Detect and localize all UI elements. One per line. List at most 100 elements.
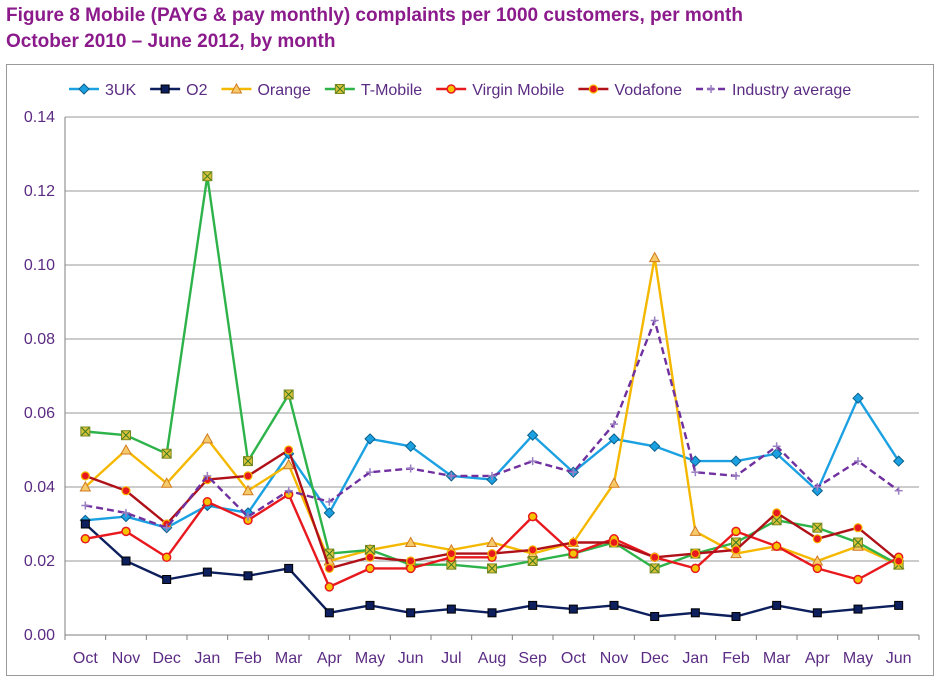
series-line-industry-average (85, 319, 900, 529)
y-tick-label: 0.08 (24, 331, 55, 348)
data-point-3uk (404, 440, 417, 453)
data-point-3uk (323, 507, 336, 519)
x-tick-label: Aug (478, 650, 506, 667)
data-point-virgin-mobile (324, 582, 335, 592)
data-point-vodafone (284, 445, 294, 455)
data-point-3uk (364, 433, 376, 445)
data-point-o2 (650, 612, 660, 621)
data-point-orange (689, 525, 702, 536)
data-point-virgin-mobile (80, 534, 91, 544)
data-point-o2 (487, 608, 497, 618)
legend-marker (334, 84, 345, 94)
data-point-virgin-mobile (690, 563, 701, 574)
legend-item-industry-average: Industry average (696, 82, 851, 99)
data-point-o2 (772, 600, 782, 610)
series-virgin-mobile (80, 489, 904, 592)
data-point-3uk (892, 455, 905, 467)
x-tick-label: Apr (805, 650, 831, 667)
legend-label: 3UK (105, 82, 136, 99)
figure-title-line-2: October 2010 – June 2012, by month (6, 31, 336, 52)
data-point-virgin-mobile (121, 526, 131, 537)
legend-marker (160, 84, 170, 94)
data-point-industry-average (366, 468, 374, 477)
x-tick-label: Dec (640, 650, 668, 667)
data-point-industry-average (894, 486, 903, 495)
data-point-virgin-mobile (527, 511, 538, 522)
x-tick-label: Sep (518, 650, 547, 667)
data-point-industry-average (447, 471, 456, 480)
data-point-o2 (446, 604, 456, 614)
data-point-vodafone (446, 549, 456, 559)
data-point-vodafone (406, 556, 416, 566)
chart-frame: 0.00 0.02 0.04 0.06 0.08 0.10 0.12 0.14 Oct Nov De… (6, 64, 934, 676)
data-point-t-mobile (121, 430, 131, 441)
x-tick-label: Dec (152, 650, 180, 667)
x-tick-label: Feb (234, 650, 262, 667)
legend-label: Orange (257, 82, 310, 99)
data-point-virgin-mobile (731, 526, 741, 537)
figure-title-line-1: Figure 8 Mobile (PAYG & pay monthly) com… (6, 5, 743, 26)
data-point-o2 (853, 604, 863, 614)
legend-label: Virgin Mobile (472, 82, 564, 99)
y-tick-label: 0.00 (24, 627, 55, 644)
data-point-vodafone (80, 471, 90, 481)
data-point-t-mobile (649, 563, 660, 574)
x-tick-label: Jul (441, 650, 461, 667)
data-point-orange (608, 477, 620, 488)
y-tick-label: 0.06 (24, 405, 55, 422)
data-point-o2 (528, 600, 538, 610)
data-point-orange (160, 477, 173, 488)
data-point-industry-average (488, 471, 496, 480)
x-tick-label: Jun (398, 650, 424, 667)
legend-marker (588, 84, 599, 94)
data-point-vodafone (121, 486, 131, 496)
data-point-industry-average (813, 483, 822, 491)
y-tick-label: 0.10 (24, 257, 55, 274)
data-point-o2 (243, 571, 253, 581)
data-point-industry-average (162, 523, 171, 532)
data-point-industry-average (569, 468, 578, 477)
legend-marker (446, 84, 456, 94)
legend-marker (230, 82, 243, 94)
x-tick-label: Nov (112, 650, 140, 667)
legend-item-orange: Orange (221, 82, 311, 99)
data-point-3uk (730, 455, 742, 467)
data-point-orange (404, 536, 417, 547)
data-point-industry-average (772, 442, 781, 451)
x-tick-label: May (843, 650, 873, 667)
data-point-o2 (121, 556, 131, 566)
data-point-o2 (365, 600, 375, 610)
data-point-t-mobile (527, 556, 538, 566)
legend-item-vodafone: Vodafone (578, 82, 682, 99)
data-point-3uk (770, 447, 783, 460)
data-point-o2 (324, 608, 334, 618)
series-lines (79, 171, 905, 621)
data-point-virgin-mobile (365, 563, 375, 574)
data-point-orange (282, 458, 295, 470)
data-point-o2 (202, 567, 212, 577)
data-point-o2 (406, 608, 416, 618)
data-point-virgin-mobile (771, 541, 782, 551)
data-point-t-mobile (853, 537, 863, 548)
data-point-t-mobile (161, 448, 172, 459)
x-tick-label: Jun (886, 650, 912, 667)
data-point-o2 (80, 519, 90, 529)
data-point-industry-average (854, 457, 862, 466)
data-point-orange (242, 484, 254, 496)
x-tick-label: Mar (763, 650, 791, 667)
legend-item-virgin-mobile: Virgin Mobile (436, 82, 565, 99)
data-point-vodafone (772, 508, 782, 518)
data-point-vodafone (487, 549, 497, 559)
data-point-o2 (690, 608, 700, 618)
data-point-o2 (894, 600, 904, 610)
series-o2 (80, 519, 904, 621)
data-point-vodafone (894, 556, 904, 566)
x-tick-label: Mar (275, 650, 303, 667)
legend: 3UK O2 Orange T-Mobile Virgin Mobile Vodafone… (69, 82, 851, 99)
data-point-industry-average (244, 512, 252, 521)
data-point-3uk (852, 392, 864, 404)
x-tick-label: Jan (682, 650, 708, 667)
gridlines (65, 116, 919, 562)
data-point-o2 (284, 563, 294, 573)
axes: 0.00 0.02 0.04 0.06 0.08 0.10 0.12 0.14 Oct Nov De… (24, 109, 920, 667)
